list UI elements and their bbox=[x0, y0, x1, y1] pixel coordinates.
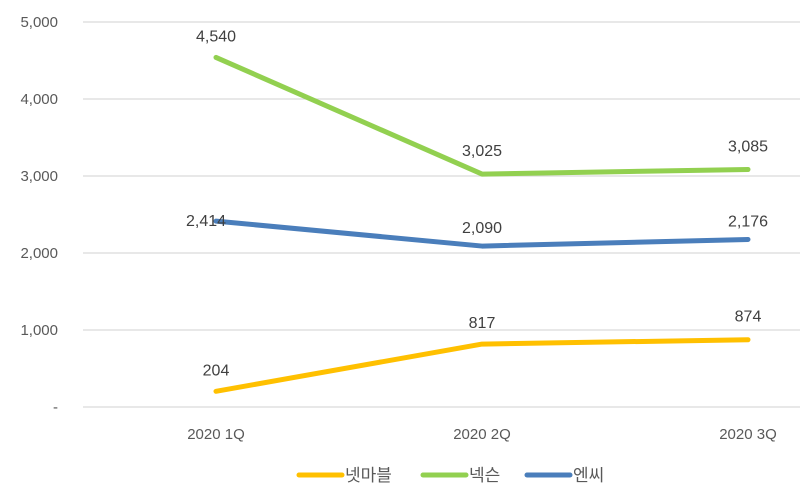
y-tick-label: - bbox=[53, 399, 58, 416]
legend-item: 엔씨 bbox=[524, 466, 604, 485]
data-label: 204 bbox=[203, 362, 230, 379]
legend-item: 넥슨 bbox=[420, 466, 500, 485]
y-axis-tick-labels: - 1,000 2,000 3,000 4,000 5,000 bbox=[20, 14, 58, 416]
data-label: 3,025 bbox=[462, 143, 502, 160]
data-label: 2,176 bbox=[728, 213, 768, 230]
y-tick-label: 5,000 bbox=[20, 14, 58, 31]
data-label: 874 bbox=[735, 309, 762, 326]
series-line bbox=[213, 337, 751, 394]
x-tick-label: 2020 2Q bbox=[453, 426, 511, 443]
series-line bbox=[213, 218, 751, 249]
data-label: 2,090 bbox=[462, 220, 502, 237]
x-tick-label: 2020 3Q bbox=[719, 426, 777, 443]
legend-label: 엔씨 bbox=[573, 466, 604, 485]
y-tick-label: 2,000 bbox=[20, 245, 58, 262]
data-label: 2,414 bbox=[186, 213, 226, 230]
legend-label: 넷마블 bbox=[345, 466, 392, 485]
legend-item: 넷마블 bbox=[296, 466, 392, 485]
legend: 넷마블 넥슨 엔씨 bbox=[296, 466, 604, 485]
y-tick-label: 1,000 bbox=[20, 322, 58, 339]
data-label: 3,085 bbox=[728, 138, 768, 155]
series-lines bbox=[213, 54, 751, 394]
y-tick-label: 3,000 bbox=[20, 168, 58, 185]
data-label: 817 bbox=[469, 315, 496, 332]
x-axis-tick-labels: 2020 1Q 2020 2Q 2020 3Q bbox=[187, 426, 777, 443]
data-label: 4,540 bbox=[196, 28, 236, 45]
gridlines bbox=[83, 21, 800, 408]
y-tick-label: 4,000 bbox=[20, 91, 58, 108]
data-labels: 204 817 874 4,540 3,025 3,085 2,414 2,090 2,176 bbox=[186, 28, 768, 379]
series-line bbox=[213, 54, 751, 177]
legend-label: 넥슨 bbox=[469, 466, 500, 485]
x-tick-label: 2020 1Q bbox=[187, 426, 245, 443]
